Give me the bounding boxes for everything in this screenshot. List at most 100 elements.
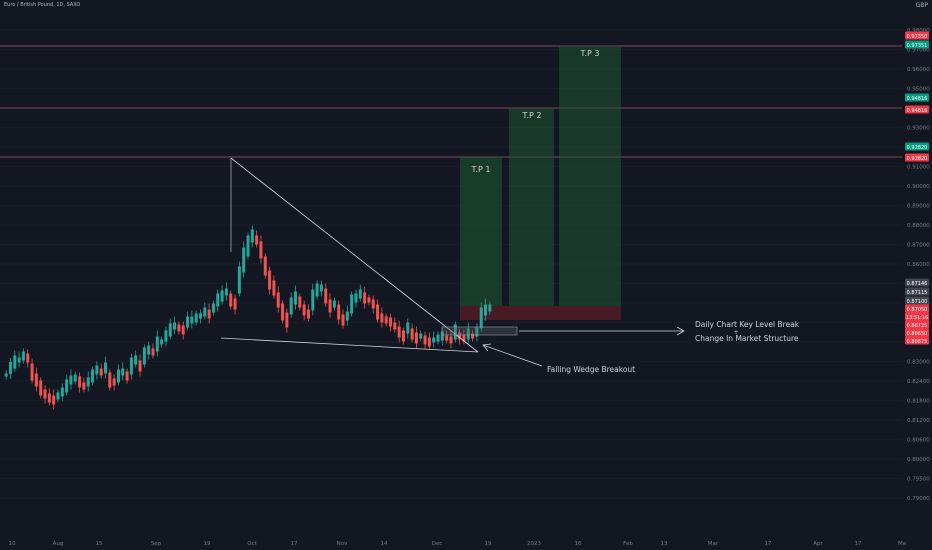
x-tick-label: Mar [708,541,719,547]
candle [78,372,82,393]
candle [281,300,285,324]
x-tick-label: 19 [485,541,492,547]
y-tick-label: 0.81800 [907,399,930,405]
wedge-lower-line [220,337,479,353]
y-tick-label: 0.89000 [907,204,930,210]
svg-text:0.87050: 0.87050 [907,307,928,313]
x-tick-label: 16 [575,541,582,547]
candle [168,318,172,340]
candle [255,230,259,248]
y-tick-label: 0.80000 [907,457,930,463]
candle [138,354,142,377]
y-tick-label: 0.83000 [907,360,930,366]
svg-text:0.94816: 0.94816 [907,96,928,102]
candle [250,225,254,248]
candle [95,361,99,380]
y-tick-label: 0.91000 [907,165,930,171]
x-tick-label: 13 [661,541,668,547]
candle [371,295,375,314]
candle [73,371,77,385]
tp2-profit-zone [509,108,554,306]
candle [328,293,332,318]
price-label: 0.97351 [905,40,929,49]
svg-text:0.92820: 0.92820 [907,145,928,151]
x-tick-label: Feb [623,541,633,547]
candle [103,356,107,379]
price-label: 0.86725 [905,320,929,329]
candle [259,235,263,264]
symbol-title: Euro / British Pound, 1D, SAXO [4,2,81,8]
candle [319,280,323,297]
candle [466,322,470,345]
candle [263,253,267,279]
tp2-label: T.P 2 [522,111,542,120]
candle [389,313,393,332]
y-tick-label: 0.86000 [907,262,930,268]
candle [367,294,371,306]
svg-text:0.87100: 0.87100 [907,299,928,305]
y-tick-label: 0.79000 [907,496,930,502]
price-label: 0.94816 [905,93,929,102]
candle [432,331,436,348]
candle [186,311,190,331]
candle [436,331,440,345]
y-tick-label: 0.95000 [907,87,930,93]
candle [86,371,90,392]
candle [358,284,362,302]
svg-text:0.86725: 0.86725 [907,323,928,329]
candle [453,321,457,343]
tp1-label: T.P 1 [471,165,491,174]
x-tick-label: 17 [765,541,772,547]
x-tick-label: Nov [337,541,348,547]
x-tick-label: 17 [855,541,862,547]
candle [121,362,125,381]
candle [52,389,56,410]
candle [350,291,354,317]
price-label: 0.92820 [905,142,929,151]
candle [380,307,384,328]
candle [306,304,310,322]
x-tick-label: 14 [381,541,388,547]
candle [173,316,177,335]
candle [423,331,427,350]
wedge-label: Falling Wedge Breakout [547,365,635,374]
price-label: 0.92820 [905,153,929,162]
candle [458,328,462,345]
candle [160,336,164,348]
key-level-box [441,326,518,336]
candle [293,285,298,310]
price-label: 0.87115 [905,287,929,296]
candle [194,310,198,326]
candle [220,285,224,305]
candle [108,369,112,391]
x-tick-label: Aug [53,541,64,547]
candle [60,383,64,402]
candle [26,349,30,368]
candle [69,369,73,390]
y-tick-label: 0.97000 [907,48,930,54]
candle [354,289,358,308]
time-axis[interactable]: 10 Aug 15 Sep 19 Oct 17 Nov 14 Dec 19 2023 16 Feb 13 Ma… [9,541,907,547]
candle [129,353,133,380]
candle [440,327,444,346]
candle [471,330,475,342]
x-tick-label: 17 [291,541,298,547]
candles [4,225,492,410]
x-tick-label: 2023 [527,541,541,547]
candle [397,320,401,343]
candle [285,308,289,333]
price-label: 0.87146 [905,278,929,287]
y-tick-label: 0.93000 [907,126,930,132]
x-tick-label: 10 [9,541,16,547]
x-tick-label: 15 [96,541,103,547]
candle [30,358,34,384]
candle [268,266,272,295]
candle [47,388,51,406]
candle [479,302,483,332]
svg-text:0.87146: 0.87146 [907,281,928,287]
y-tick-label: 0.80600 [907,438,930,444]
candle [13,350,17,372]
candle [237,261,241,297]
candle [147,341,151,360]
